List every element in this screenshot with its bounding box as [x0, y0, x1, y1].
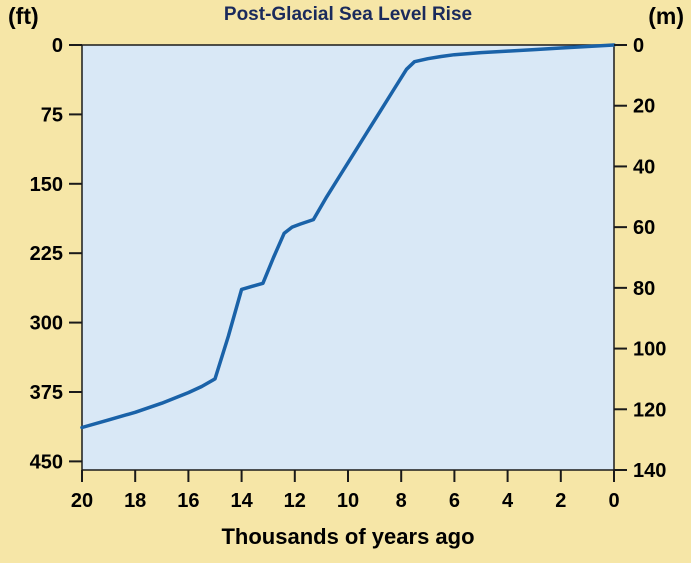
x-tick-label: 16 [177, 490, 199, 512]
y-right-tick-label: 140 [633, 460, 666, 482]
x-tick-label: 12 [284, 490, 306, 512]
y-right-tick-label: 60 [633, 217, 655, 239]
plot-background [81, 44, 615, 471]
x-tick-label: 2 [555, 490, 566, 512]
x-tick-label: 20 [71, 490, 93, 512]
y-left-tick-label: 450 [30, 451, 63, 473]
left-axis-unit-label: (ft) [8, 3, 39, 29]
x-tick-label: 8 [396, 490, 407, 512]
right-axis-unit-label: (m) [648, 3, 684, 29]
x-axis-label: Thousands of years ago [221, 524, 475, 549]
y-left-tick-label: 0 [52, 35, 63, 57]
x-tick-label: 10 [337, 490, 359, 512]
y-left-tick-label: 300 [30, 313, 63, 335]
x-tick-label: 18 [124, 490, 146, 512]
y-right-tick-label: 100 [633, 339, 666, 361]
y-left-tick-label: 150 [30, 174, 63, 196]
y-left-tick-label: 375 [30, 382, 63, 404]
y-right-tick-label: 40 [633, 156, 655, 178]
y-left-tick-label: 225 [30, 243, 63, 265]
x-tick-label: 14 [230, 490, 253, 512]
y-right-tick-label: 80 [633, 278, 655, 300]
y-right-tick-label: 120 [633, 399, 666, 421]
x-tick-label: 4 [502, 490, 514, 512]
x-tick-label: 0 [608, 490, 619, 512]
x-tick-label: 6 [449, 490, 460, 512]
y-right-tick-label: 20 [633, 96, 655, 118]
chart-title: Post-Glacial Sea Level Rise [223, 4, 473, 25]
sea-level-curve [80, 43, 616, 430]
y-right-tick-label: 0 [633, 35, 644, 57]
y-left-tick-label: 75 [41, 104, 63, 126]
